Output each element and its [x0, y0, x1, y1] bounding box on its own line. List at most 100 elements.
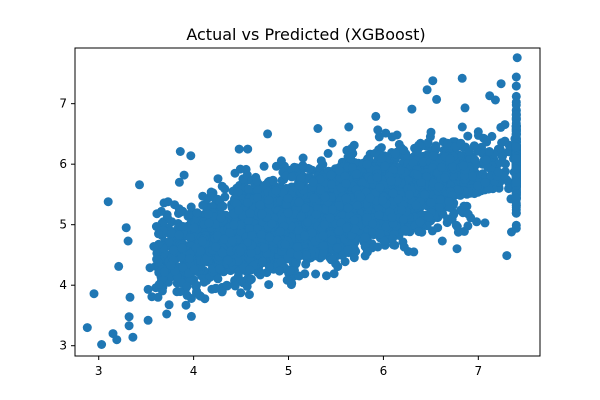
- data-point: [159, 267, 169, 277]
- data-point: [349, 253, 359, 263]
- data-point: [319, 241, 328, 251]
- data-point: [258, 257, 268, 267]
- points-layer: [82, 53, 522, 349]
- data-point: [222, 281, 232, 291]
- data-point: [470, 155, 480, 165]
- data-point: [162, 309, 172, 319]
- data-point: [185, 233, 195, 242]
- data-point: [216, 213, 226, 223]
- data-point: [246, 248, 256, 258]
- data-point: [233, 256, 243, 266]
- data-point: [202, 254, 212, 264]
- data-point: [233, 187, 243, 197]
- data-point: [473, 181, 483, 191]
- data-point: [377, 154, 387, 163]
- data-point: [360, 233, 370, 242]
- data-point: [245, 208, 255, 218]
- data-point: [287, 172, 297, 182]
- data-point: [244, 290, 254, 300]
- data-point: [315, 174, 325, 184]
- data-point: [311, 269, 321, 279]
- data-point: [428, 151, 438, 161]
- data-point: [447, 161, 457, 171]
- data-point: [327, 138, 337, 148]
- data-point: [186, 202, 196, 212]
- data-point: [245, 224, 254, 234]
- data-point: [176, 207, 186, 217]
- data-point: [327, 254, 337, 264]
- data-point: [504, 184, 514, 194]
- data-point: [500, 120, 510, 130]
- data-point: [418, 157, 428, 167]
- data-point: [433, 223, 443, 233]
- data-point: [346, 153, 356, 163]
- data-point: [381, 222, 391, 232]
- chart-title: Actual vs Predicted (XGBoost): [186, 25, 425, 44]
- data-point: [395, 165, 405, 175]
- data-point: [347, 143, 357, 153]
- data-point: [322, 271, 331, 281]
- data-point: [449, 171, 458, 181]
- data-point: [362, 247, 372, 257]
- data-point: [387, 132, 397, 142]
- data-point: [243, 216, 253, 226]
- data-point: [481, 155, 491, 165]
- data-point: [271, 186, 281, 196]
- data-point: [504, 140, 514, 150]
- data-point: [196, 246, 206, 256]
- data-point: [182, 290, 192, 300]
- data-point: [211, 242, 221, 252]
- data-point: [164, 237, 174, 247]
- data-point: [217, 181, 227, 191]
- data-point: [198, 191, 208, 201]
- data-point: [323, 148, 333, 158]
- data-point: [464, 146, 474, 156]
- data-point: [374, 203, 384, 213]
- data-point: [275, 266, 284, 276]
- data-point: [319, 247, 328, 257]
- data-point: [426, 198, 436, 208]
- data-point: [357, 178, 367, 187]
- data-point: [415, 217, 425, 227]
- data-point: [230, 281, 240, 291]
- data-point: [167, 228, 177, 238]
- data-point: [169, 245, 179, 255]
- data-point: [320, 204, 330, 214]
- data-point: [252, 176, 262, 186]
- data-point: [174, 230, 184, 240]
- data-point: [501, 159, 510, 169]
- data-point: [457, 122, 467, 132]
- data-point: [340, 171, 350, 181]
- data-point: [443, 138, 453, 148]
- data-point: [375, 229, 385, 239]
- data-point: [246, 274, 256, 284]
- data-point: [264, 262, 274, 272]
- data-point: [264, 280, 274, 290]
- data-point: [422, 171, 432, 181]
- data-point: [268, 176, 278, 186]
- data-point: [305, 164, 314, 174]
- data-point: [286, 248, 296, 258]
- data-point: [399, 145, 409, 155]
- data-point: [333, 262, 343, 272]
- data-point: [198, 200, 208, 210]
- data-point: [184, 209, 194, 219]
- data-point: [276, 156, 286, 166]
- data-point: [151, 222, 161, 231]
- data-point: [390, 149, 400, 159]
- data-point: [243, 184, 253, 194]
- data-point: [373, 125, 383, 135]
- data-point: [241, 164, 251, 174]
- data-point: [252, 186, 262, 196]
- data-point: [445, 154, 455, 164]
- data-point: [236, 288, 246, 298]
- data-point: [344, 122, 354, 132]
- data-point: [362, 159, 372, 169]
- data-point: [235, 220, 245, 230]
- data-point: [452, 244, 462, 254]
- data-point: [243, 198, 253, 208]
- data-point: [376, 143, 386, 153]
- data-point: [178, 263, 188, 273]
- data-point: [414, 227, 424, 237]
